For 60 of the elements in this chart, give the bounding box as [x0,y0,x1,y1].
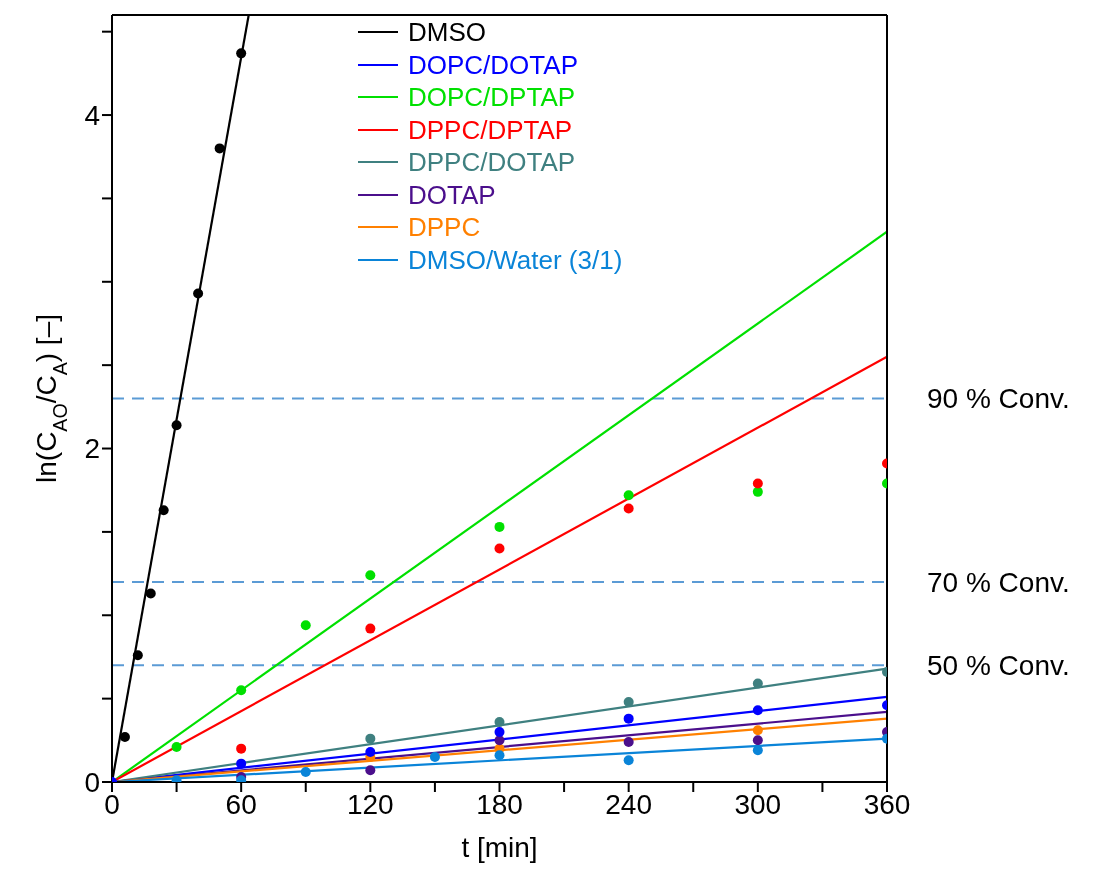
legend-label: DOTAP [408,178,496,211]
point [365,733,376,744]
point [752,735,763,746]
point [236,48,247,59]
point [193,288,204,299]
point [752,486,763,497]
point [752,478,763,489]
point [752,678,763,689]
point [623,490,634,501]
point [236,685,247,696]
point [300,620,311,631]
point [752,705,763,716]
legend-label: DMSO [408,16,486,49]
x-tick-label: 0 [104,788,120,820]
point [365,765,376,776]
point [752,725,763,736]
x-tick-label: 120 [346,788,394,820]
point [365,570,376,581]
point [300,767,311,777]
point [171,741,182,752]
x-tick-label: 60 [225,788,257,820]
point [236,758,247,769]
point [171,420,182,431]
y-tick-label: 0 [84,766,100,798]
x-tick-label: 300 [734,788,782,820]
point [494,521,505,532]
point [119,731,130,742]
point [623,696,634,707]
x-tick-label: 360 [863,788,911,820]
ref-line-label: 50 % Conv. [927,650,1070,682]
point [494,716,505,727]
ref-line-label: 70 % Conv. [927,566,1070,598]
point [494,750,505,761]
point [365,623,376,634]
point [429,751,440,762]
point [214,143,225,154]
x-axis-title: t [min] [461,832,538,863]
y-tick-label: 2 [84,433,100,465]
point [236,743,247,754]
point [365,746,376,757]
y-tick-label: 4 [84,99,100,131]
point [623,736,634,747]
point [623,713,634,724]
legend-label: DPPC [408,211,481,244]
x-tick-label: 180 [476,788,523,820]
point [752,745,763,756]
point [145,588,156,599]
x-tick-label: 240 [605,788,653,820]
legend-label: DPPC/DOTAP [408,146,576,179]
point [623,503,634,514]
point [158,505,169,516]
point [623,755,634,766]
legend-label: DOPC/DOTAP [408,48,578,81]
legend-label: DPPC/DPTAP [408,113,573,146]
point [494,543,505,554]
legend-label: DMSO/Water (3/1) [408,243,623,276]
legend-label: DOPC/DPTAP [408,81,576,114]
point [132,650,143,661]
point [494,726,505,737]
ref-line-label: 90 % Conv. [927,383,1070,415]
